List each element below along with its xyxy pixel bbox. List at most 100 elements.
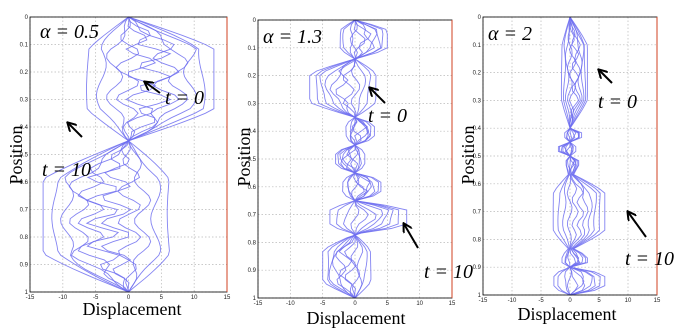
annotation-t0: t = 0 bbox=[368, 105, 407, 127]
y-tick-label: 0.2 bbox=[473, 71, 482, 77]
series-line-t0 bbox=[309, 19, 408, 299]
series-line-t10 bbox=[335, 19, 377, 299]
arrow-t0 bbox=[145, 82, 161, 94]
panel-alpha-1-3: -15 -10 -5 0 5 10 15 0 0.1 0.2 0.3 0.4 0.5 0.6 0.7 0.8 0… bbox=[234, 18, 473, 328]
x-tick-label: 10 bbox=[191, 295, 198, 301]
y-tick-label: 1 bbox=[478, 293, 482, 299]
y-tick-label: 0.7 bbox=[473, 210, 482, 216]
x-tick-label: -10 bbox=[508, 298, 517, 304]
y-tick-label: 0.9 bbox=[473, 265, 482, 271]
arrow-t0 bbox=[370, 88, 386, 104]
series-line-t9 bbox=[100, 16, 157, 293]
x-tick-label: 5 bbox=[386, 301, 390, 307]
y-tick-label: 0.8 bbox=[473, 237, 482, 243]
series-line-t9 bbox=[342, 19, 369, 299]
y-tick-label: 0.4 bbox=[248, 129, 257, 135]
y-tick-label: 0.6 bbox=[248, 185, 257, 191]
y-tick-label: 0 bbox=[25, 15, 29, 21]
y-tick-label: 0.2 bbox=[248, 74, 257, 80]
series-line-t2 bbox=[315, 19, 400, 299]
y-tick-label: 0.5 bbox=[248, 157, 257, 163]
series-line-t8 bbox=[329, 19, 384, 299]
x-tick-label: -10 bbox=[286, 301, 295, 307]
x-axis-label: Displacement bbox=[307, 308, 406, 328]
y-tick-label: 0.6 bbox=[473, 182, 482, 188]
x-tick-label: 5 bbox=[160, 295, 164, 301]
x-axis-label: Displacement bbox=[518, 304, 617, 324]
x-tick-label: -5 bbox=[320, 301, 326, 307]
x-tick-label: 0 bbox=[353, 301, 357, 307]
y-tick-label: 0.2 bbox=[20, 70, 29, 76]
annotation-t10: t = 10 bbox=[424, 261, 473, 283]
alpha-label: α = 0.5 bbox=[40, 21, 99, 43]
y-tick-label: 0.8 bbox=[248, 240, 257, 246]
series-curves bbox=[42, 16, 215, 293]
axis-ticks: -15 -10 -5 0 5 10 15 0 0.1 0.2 0.3 0.4 0.5 0.6 0.7 0.8 0… bbox=[20, 15, 231, 301]
y-tick-label: 0 bbox=[253, 18, 257, 24]
y-tick-label: 0.4 bbox=[20, 125, 29, 131]
series-line-t3 bbox=[95, 16, 162, 293]
x-tick-label: 10 bbox=[416, 301, 423, 307]
annotation-t10: t = 10 bbox=[42, 159, 91, 181]
annotation-t0: t = 0 bbox=[598, 91, 637, 113]
alpha-label: α = 2 bbox=[488, 23, 532, 45]
arrow-t10 bbox=[404, 224, 419, 249]
series-line-t8 bbox=[77, 16, 180, 293]
x-axis-label: Displacement bbox=[83, 299, 182, 319]
x-tick-label: 0 bbox=[568, 298, 572, 304]
arrow-t10 bbox=[68, 123, 83, 138]
alpha-label: α = 1.3 bbox=[263, 26, 322, 48]
series-line-t1 bbox=[86, 16, 170, 293]
y-tick-label: 0.9 bbox=[248, 268, 257, 274]
y-tick-label: 0.9 bbox=[20, 263, 29, 269]
y-tick-label: 0.7 bbox=[248, 213, 257, 219]
y-tick-label: 0.8 bbox=[20, 235, 29, 241]
annotation-t0: t = 0 bbox=[165, 87, 204, 109]
y-tick-label: 1 bbox=[253, 296, 257, 302]
arrow-t10 bbox=[628, 212, 647, 238]
y-tick-label: 0.3 bbox=[20, 98, 29, 104]
x-tick-label: -5 bbox=[93, 295, 99, 301]
y-tick-label: 0.1 bbox=[473, 43, 482, 49]
x-tick-label: 0 bbox=[127, 295, 131, 301]
x-tick-label: 15 bbox=[449, 301, 456, 307]
series-line-t7 bbox=[349, 19, 361, 299]
y-tick-label: 0.4 bbox=[473, 126, 482, 132]
y-tick-label: 0.1 bbox=[248, 46, 257, 52]
series-line-t2 bbox=[51, 16, 206, 293]
y-tick-label: 0.3 bbox=[248, 101, 257, 107]
y-tick-label: 0.3 bbox=[473, 98, 482, 104]
y-tick-label: 1 bbox=[25, 290, 29, 296]
series-line-t5 bbox=[343, 19, 367, 299]
y-axis-label: Position bbox=[234, 127, 254, 186]
panel-alpha-2: -15 -10 -5 0 5 10 15 0 0.1 0.2 0.3 0.4 0.5 0.6 0.7 0.8 0… bbox=[458, 15, 674, 324]
series-line-t0 bbox=[42, 16, 215, 293]
x-tick-label: 15 bbox=[654, 298, 661, 304]
series-curves bbox=[552, 16, 606, 296]
y-tick-label: 0.6 bbox=[20, 180, 29, 186]
series-line-t7 bbox=[115, 16, 142, 293]
series-line-t3 bbox=[336, 19, 372, 299]
x-tick-label: -15 bbox=[479, 298, 488, 304]
y-tick-label: 0 bbox=[478, 15, 482, 21]
axis-ticks: -15 -10 -5 0 5 10 15 0 0.1 0.2 0.3 0.4 0.5 0.6 0.7 0.8 0… bbox=[473, 15, 661, 304]
y-tick-label: 0.5 bbox=[20, 153, 29, 159]
series-line-t1 bbox=[329, 19, 377, 299]
y-axis-label: Position bbox=[458, 125, 478, 184]
x-tick-label: 5 bbox=[597, 298, 601, 304]
y-axis-label: Position bbox=[6, 125, 26, 184]
x-tick-label: -15 bbox=[254, 301, 263, 307]
series-line-t10 bbox=[565, 16, 585, 296]
x-tick-label: -15 bbox=[26, 295, 35, 301]
series-line-t5 bbox=[106, 16, 152, 293]
panel-alpha-0-5: -15 -10 -5 0 5 10 15 0 0.1 0.2 0.3 0.4 0.5 0.6 0.7 0.8 0… bbox=[6, 15, 231, 319]
y-tick-label: 0.7 bbox=[20, 208, 29, 214]
x-tick-label: -5 bbox=[538, 298, 544, 304]
x-tick-label: -10 bbox=[58, 295, 67, 301]
y-tick-label: 0.1 bbox=[20, 43, 29, 49]
arrow-t0 bbox=[599, 70, 613, 84]
series-curves bbox=[309, 19, 408, 299]
series-line-t10 bbox=[85, 16, 172, 293]
